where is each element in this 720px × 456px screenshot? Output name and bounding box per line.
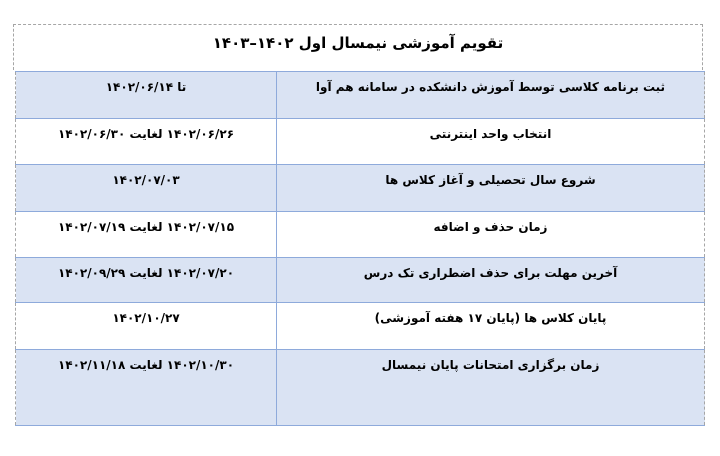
date-cell: ۱۴۰۲/۰۷/۰۳ xyxy=(15,164,277,212)
academic-calendar-table: ثبت برنامه کلاسی توسط آموزش دانشکده در س… xyxy=(15,71,705,426)
event-cell: انتخاب واحد اینترنتی xyxy=(276,118,705,165)
table-row: پایان کلاس ها (پایان ۱۷ هفته آموزشی) ۱۴۰… xyxy=(15,302,705,350)
table-row: زمان حذف و اضافه ۱۴۰۲/۰۷/۱۵ لغایت ۱۴۰۲/۰… xyxy=(15,211,705,258)
event-cell: ثبت برنامه کلاسی توسط آموزش دانشکده در س… xyxy=(276,71,705,119)
date-cell: ۱۴۰۲/۱۰/۲۷ xyxy=(15,302,277,350)
event-cell: پایان کلاس ها (پایان ۱۷ هفته آموزشی) xyxy=(276,302,705,350)
event-cell: زمان حذف و اضافه xyxy=(276,211,705,258)
table-row: شروع سال تحصیلی و آغاز کلاس ها ۱۴۰۲/۰۷/۰… xyxy=(15,164,705,212)
table-row: آخرین مهلت برای حذف اضطراری تک درس ۱۴۰۲/… xyxy=(15,257,705,303)
calendar-title: تقویم آموزشی نیمسال اول ۱۴۰۲–۱۴۰۳ xyxy=(212,34,504,52)
date-cell: ۱۴۰۲/۱۰/۳۰ لغایت ۱۴۰۲/۱۱/۱۸ xyxy=(15,349,277,426)
event-cell: شروع سال تحصیلی و آغاز کلاس ها xyxy=(276,164,705,212)
table-row: انتخاب واحد اینترنتی ۱۴۰۲/۰۶/۲۶ لغایت ۱۴… xyxy=(15,118,705,165)
title-box: تقویم آموزشی نیمسال اول ۱۴۰۲–۱۴۰۳ xyxy=(13,24,703,70)
date-cell: تا ۱۴۰۲/۰۶/۱۴ xyxy=(15,71,277,119)
date-cell: ۱۴۰۲/۰۷/۲۰ لغایت ۱۴۰۲/۰۹/۲۹ xyxy=(15,257,277,303)
event-cell: آخرین مهلت برای حذف اضطراری تک درس xyxy=(276,257,705,303)
table-row: زمان برگزاری امتحانات پایان نیمسال ۱۴۰۲/… xyxy=(15,349,705,426)
event-cell: زمان برگزاری امتحانات پایان نیمسال xyxy=(276,349,705,426)
date-cell: ۱۴۰۲/۰۷/۱۵ لغایت ۱۴۰۲/۰۷/۱۹ xyxy=(15,211,277,258)
date-cell: ۱۴۰۲/۰۶/۲۶ لغایت ۱۴۰۲/۰۶/۳۰ xyxy=(15,118,277,165)
table-row: ثبت برنامه کلاسی توسط آموزش دانشکده در س… xyxy=(15,71,705,119)
